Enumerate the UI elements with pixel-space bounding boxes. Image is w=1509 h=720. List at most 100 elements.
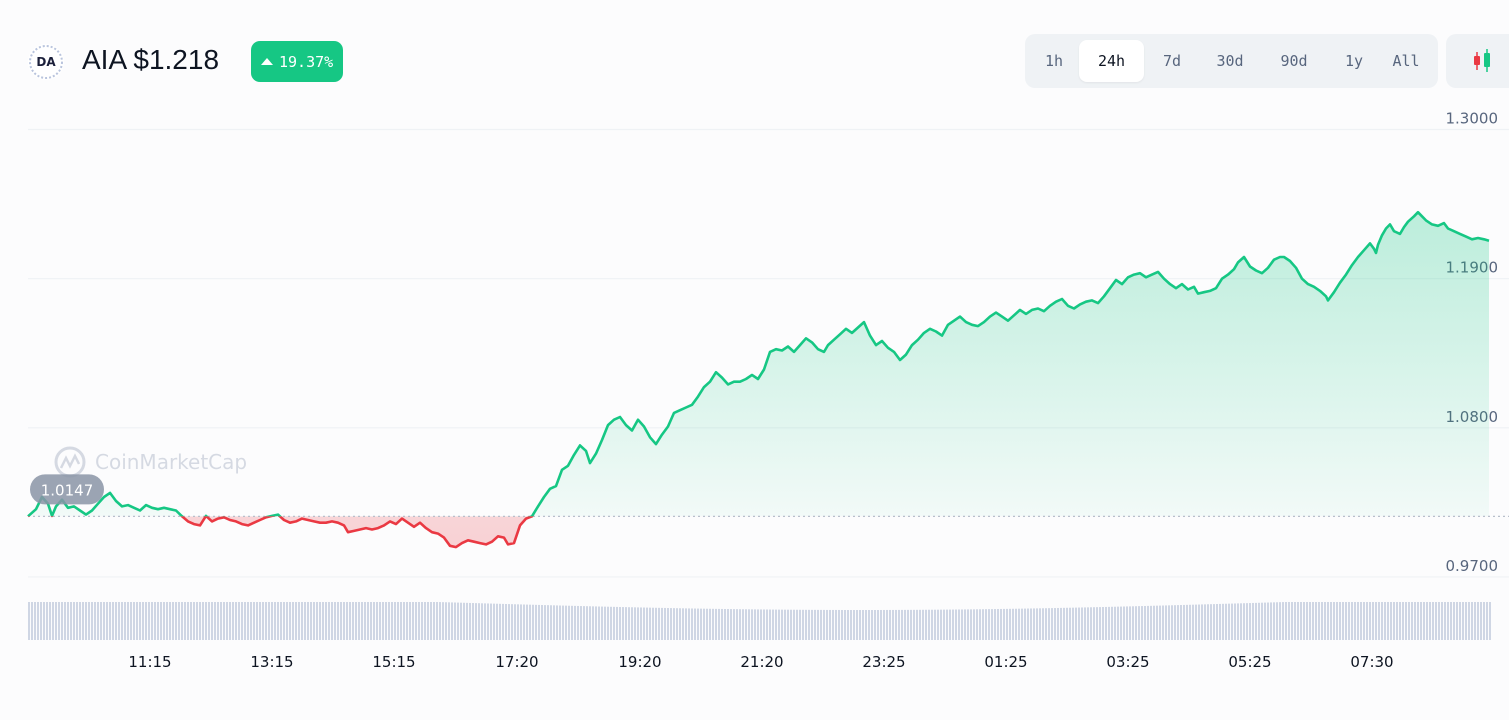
volume-bar <box>1342 602 1344 640</box>
volume-bar <box>874 609 876 640</box>
volume-bar <box>1432 602 1434 640</box>
area-fill-down <box>182 516 532 548</box>
volume-bar <box>664 607 666 640</box>
volume-bar <box>202 602 204 640</box>
candlestick-toggle-button[interactable] <box>1446 34 1509 88</box>
volume-bar <box>370 602 372 640</box>
volume-bar <box>1150 605 1152 640</box>
volume-bar <box>1054 608 1056 640</box>
volume-bar <box>415 602 417 640</box>
volume-bar <box>1225 603 1227 640</box>
volume-bar <box>784 609 786 640</box>
volume-bar <box>277 602 279 640</box>
volume-bar <box>439 602 441 640</box>
volume-bar <box>754 609 756 640</box>
volume-bar <box>1132 606 1134 640</box>
x-tick-label: 13:15 <box>250 653 293 671</box>
volume-bar <box>334 602 336 640</box>
volume-bar <box>1243 603 1245 640</box>
asset-logo-icon <box>29 45 63 79</box>
volume-bar <box>610 606 612 640</box>
volume-bar <box>373 602 375 640</box>
volume-bar <box>1468 602 1470 640</box>
volume-bar <box>781 609 783 640</box>
range-7d-button[interactable]: 7d <box>1162 52 1182 70</box>
volume-bar <box>1090 607 1092 640</box>
volume-bar <box>1435 602 1437 640</box>
volume-bar <box>640 607 642 640</box>
volume-bar <box>619 606 621 640</box>
volume-bar <box>988 609 990 640</box>
volume-bar <box>811 609 813 640</box>
price-change-badge: 19.37% <box>251 41 344 82</box>
volume-bar <box>1198 604 1200 640</box>
volume-bar <box>1153 605 1155 640</box>
volume-bar <box>1165 605 1167 640</box>
volume-bar <box>907 609 909 640</box>
volume-bar <box>1174 605 1176 640</box>
volume-bar <box>163 602 165 640</box>
volume-bar <box>34 602 36 640</box>
range-1y-button[interactable]: 1y <box>1344 52 1364 70</box>
volume-bar <box>1009 608 1011 640</box>
volume-bar <box>214 602 216 640</box>
volume-bar <box>667 608 669 640</box>
volume-bar <box>1405 602 1407 640</box>
volume-bar <box>589 606 591 640</box>
price-chart[interactable]: 1.30001.19001.08000.9700CoinMarketCap1.0… <box>0 110 1509 720</box>
volume-bar <box>139 602 141 640</box>
volume-bar <box>448 602 450 640</box>
volume-bar <box>730 609 732 640</box>
volume-bar <box>388 602 390 640</box>
volume-bar <box>247 602 249 640</box>
volume-bar <box>508 604 510 640</box>
volume-bar <box>97 602 99 640</box>
x-tick-label: 21:20 <box>740 653 783 671</box>
range-90d-button[interactable]: 90d <box>1280 52 1308 70</box>
volume-bar <box>1147 605 1149 640</box>
volume-bar <box>1159 605 1161 640</box>
range-30d-button[interactable]: 30d <box>1216 52 1244 70</box>
volume-bar <box>580 606 582 640</box>
volume-bar <box>1450 602 1452 640</box>
volume-bar <box>91 602 93 640</box>
volume-bar <box>634 607 636 640</box>
volume-bars <box>28 602 1491 640</box>
volume-bar <box>442 602 444 640</box>
volume-bar <box>1309 602 1311 640</box>
volume-bar <box>790 609 792 640</box>
volume-bar <box>229 602 231 640</box>
volume-bar <box>1234 603 1236 640</box>
volume-bar <box>1282 602 1284 640</box>
volume-bar <box>478 603 480 640</box>
volume-bar <box>295 602 297 640</box>
volume-bar <box>1213 604 1215 640</box>
volume-bar <box>739 609 741 640</box>
volume-bar <box>421 602 423 640</box>
volume-bar <box>199 602 201 640</box>
volume-bar <box>40 602 42 640</box>
volume-bar <box>484 603 486 640</box>
range-1h-button[interactable]: 1h <box>1044 52 1064 70</box>
volume-bar <box>688 608 690 640</box>
volume-bar <box>457 602 459 640</box>
volume-bar <box>1141 606 1143 640</box>
volume-bar <box>151 602 153 640</box>
volume-bar <box>1117 606 1119 640</box>
range-24h-button[interactable]: 24h <box>1079 40 1144 82</box>
volume-bar <box>949 609 951 640</box>
volume-bar <box>760 609 762 640</box>
volume-bar <box>655 607 657 640</box>
watermark: CoinMarketCap <box>54 446 247 478</box>
volume-bar <box>571 605 573 640</box>
volume-bar <box>1120 606 1122 640</box>
volume-bar <box>673 608 675 640</box>
range-all-button[interactable]: All <box>1392 52 1420 70</box>
volume-bar <box>76 602 78 640</box>
volume-bar <box>154 602 156 640</box>
volume-bar <box>514 604 516 640</box>
volume-bar <box>1258 602 1260 640</box>
volume-bar <box>529 604 531 640</box>
volume-bar <box>220 602 222 640</box>
volume-bar <box>1246 603 1248 640</box>
